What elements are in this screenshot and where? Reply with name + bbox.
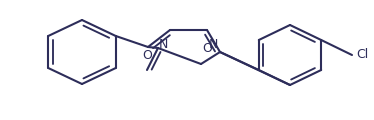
Text: O: O	[202, 42, 212, 55]
Text: Cl: Cl	[356, 48, 368, 61]
Text: N: N	[209, 38, 218, 51]
Text: O: O	[142, 49, 152, 62]
Text: N: N	[159, 38, 168, 51]
